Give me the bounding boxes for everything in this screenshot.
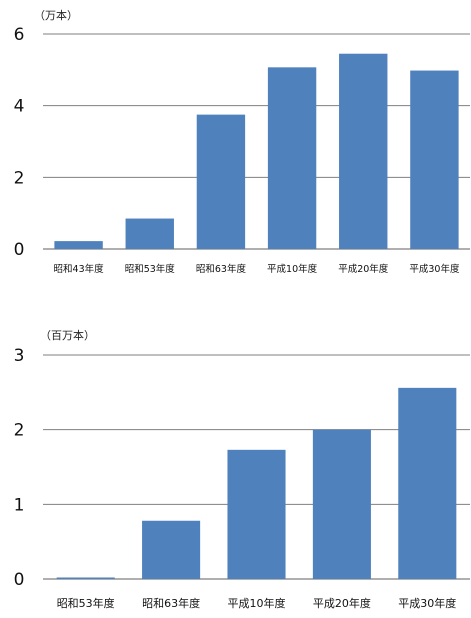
chart-1-category-label: 平成30年度 (409, 263, 460, 275)
chart-1-bar (54, 241, 103, 249)
chart-2-category-label: 平成10年度 (228, 596, 286, 610)
chart-1: （万本） 0 2 4 6 昭和43年度 昭和53年度 昭和63年度 平成10年度 平成20年度… (14, 8, 470, 275)
chart-1-y-tick: 2 (14, 168, 25, 188)
chart-2-unit-label: （百万本） (40, 328, 95, 342)
chart-2-y-tick: 2 (14, 421, 25, 441)
chart-2-bar (56, 577, 115, 579)
chart-1-bar (196, 114, 246, 249)
chart-1-y-tick: 4 (14, 97, 25, 117)
chart-2-y-tick: 0 (14, 570, 25, 590)
chart-1-y-tick: 6 (14, 25, 25, 45)
chart-1-unit-label: （万本） (34, 8, 78, 22)
chart-2-category-label: 昭和63年度 (142, 596, 200, 610)
chart-2: （百万本） 0 1 2 3 昭和53年度 昭和63年度 平成10年度 平成20年度 平成30年… (14, 328, 470, 610)
chart-1-bar (125, 218, 174, 249)
chart-1-category-label: 平成10年度 (267, 263, 318, 275)
chart-2-category-label: 平成30年度 (398, 596, 456, 610)
chart-2-y-tick: 1 (14, 495, 25, 515)
chart-2-bar (227, 449, 286, 579)
chart-2-y-tick: 3 (14, 346, 25, 366)
chart-2-category-label: 平成20年度 (313, 596, 371, 610)
chart-1-y-tick: 0 (14, 240, 25, 260)
chart-2-category-label: 昭和53年度 (57, 596, 115, 610)
chart-1-category-label: 昭和53年度 (125, 263, 176, 275)
chart-1-bar (267, 67, 317, 249)
chart-1-category-label: 平成20年度 (338, 263, 389, 275)
chart-2-bar (312, 429, 371, 579)
chart-1-category-label: 昭和63年度 (196, 263, 247, 275)
chart-1-bar (410, 70, 459, 249)
chart-1-bar (339, 53, 388, 250)
chart-1-category-label: 昭和43年度 (54, 263, 105, 275)
chart-2-bar (142, 520, 201, 579)
chart-2-bar (398, 387, 457, 579)
